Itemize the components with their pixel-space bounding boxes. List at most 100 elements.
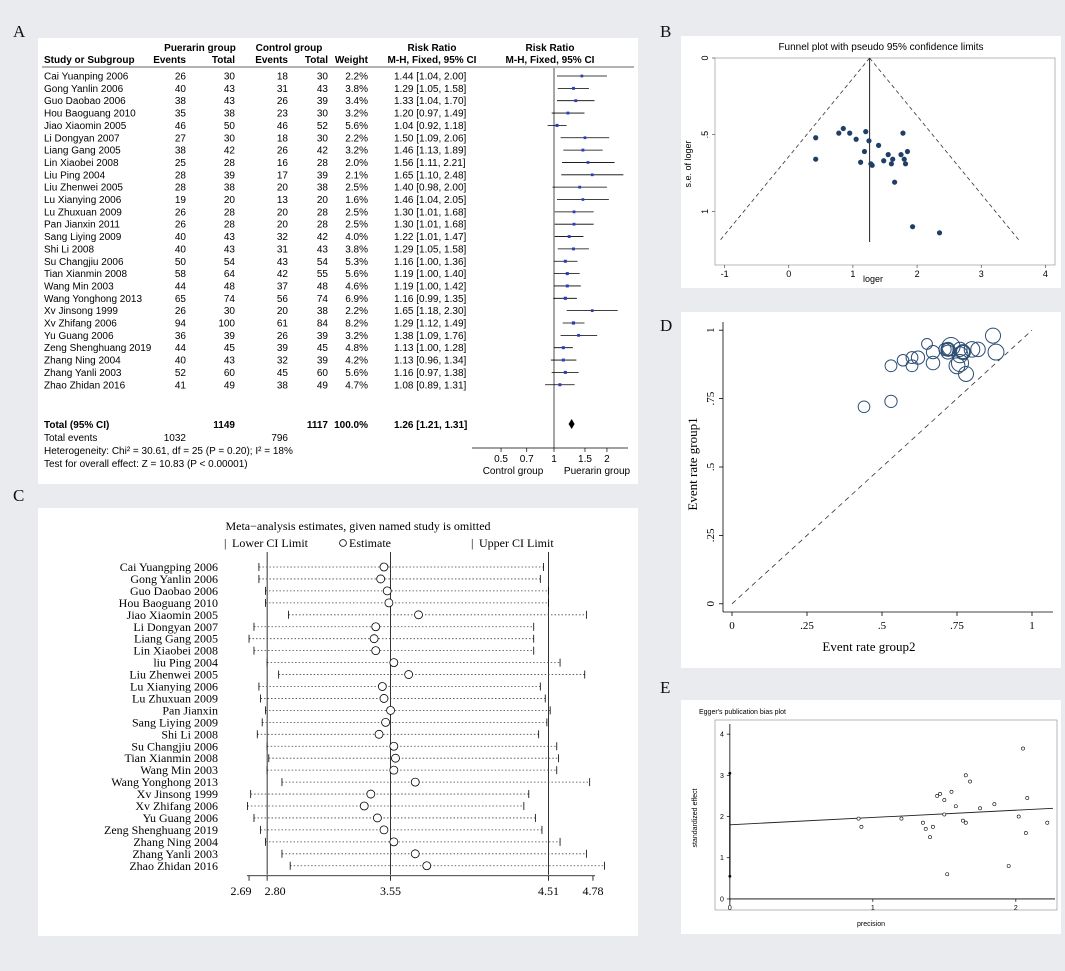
total-2: 28 [317, 158, 329, 169]
sensitivity-study-name: Zeng Shenghuang 2019 [104, 823, 218, 837]
funnel-point [861, 148, 868, 155]
labbe-point [984, 327, 1002, 344]
events-2: 32 [277, 356, 289, 367]
forest-headers: Puerarin group Control group Risk Ratio … [44, 43, 595, 66]
risk-ratio-ci: 1.33 [1.04, 1.70] [394, 96, 467, 107]
weight: 4.6% [345, 281, 368, 292]
events-1: 26 [175, 207, 187, 218]
total-2: 52 [317, 121, 329, 132]
forest-row: Li Dongyan 2007 27 30 18 30 2.2% 1.50 [1.09, 2… [44, 133, 610, 144]
axis-right-label: Puerarin group [564, 466, 631, 477]
events-2: 37 [277, 281, 289, 292]
total-2: 39 [317, 96, 329, 107]
study-name: Cai Yuanping 2006 [44, 72, 129, 83]
total-1: 39 [224, 331, 236, 342]
egger-point [942, 798, 947, 802]
sensitivity-svg: Meta−analysis estimates, given named stu… [104, 519, 605, 898]
sensitivity-row: Zeng Shenghuang 2019 [104, 823, 543, 837]
egger-y-tick-label: 4 [720, 732, 724, 739]
labbe-ylabel: Event rate group1 [685, 417, 700, 510]
sensitivity-study-name: Guo Daobao 2006 [130, 584, 218, 598]
sensitivity-row: Xv Zhifang 2006 [135, 799, 525, 813]
events-1: 36 [175, 331, 187, 342]
funnel-y-tick-label: 1 [700, 209, 710, 214]
events-1: 52 [175, 368, 187, 379]
sensitivity-estimate [389, 741, 399, 751]
events-1: 26 [175, 220, 187, 231]
panel-e-egger-plot: Egger's publication bias plot 0 1 2 0 1 2 3 4 p… [681, 700, 1061, 934]
total-2: 48 [317, 281, 329, 292]
weight: 8.2% [345, 319, 368, 330]
weight: 2.2% [345, 133, 368, 144]
events-1: 26 [175, 306, 187, 317]
funnel-y-tick-label: .5 [700, 131, 710, 139]
point-estimate [561, 346, 565, 350]
funnel-point [881, 158, 887, 164]
total-2: 42 [317, 232, 329, 243]
sensitivity-estimate [391, 753, 400, 763]
total-ci: 1.26 [1.21, 1.31] [394, 420, 467, 431]
total-2: 55 [317, 269, 329, 280]
events-2: 26 [277, 96, 289, 107]
labbe-point [940, 344, 956, 360]
point-estimate [561, 358, 565, 362]
sensitivity-row: Liu Zhenwei 2005 [129, 668, 586, 682]
labbe-point [941, 337, 961, 357]
labbe-point [940, 341, 956, 357]
funnel-x-tick-label: 1 [850, 269, 855, 279]
sensitivity-row: Wang Yonghong 2013 [111, 775, 591, 789]
events-2: 39 [277, 343, 289, 354]
total-1: 28 [224, 207, 236, 218]
sensitivity-estimate [379, 825, 389, 835]
events-1: 46 [175, 121, 187, 132]
forest-row: Liu Zhenwei 2005 28 38 20 38 2.5% 1.40 [0.98, … [44, 183, 607, 194]
egger-y-tick-label: 1 [720, 855, 724, 862]
study-name: Zhao Zhidan 2016 [44, 380, 126, 391]
total-1: 28 [224, 220, 236, 231]
labbe-point [970, 341, 986, 358]
events-1: 40 [175, 84, 187, 95]
total-1: 43 [224, 84, 236, 95]
events-2: 23 [277, 109, 289, 120]
events-2: 43 [277, 257, 289, 268]
study-name: Tian Xianmin 2008 [44, 269, 127, 280]
total-2: 39 [317, 356, 329, 367]
total-1: 42 [224, 146, 236, 157]
weight: 2.1% [345, 170, 368, 181]
egger-point [1023, 831, 1028, 835]
total-2: 74 [317, 294, 329, 305]
egger-y-tick-label: 3 [720, 773, 724, 780]
risk-ratio-ci: 1.46 [1.13, 1.89] [394, 146, 467, 157]
total-1: 48 [224, 281, 236, 292]
sensitivity-study-name: Wang Yonghong 2013 [111, 775, 218, 789]
panel-letter-c: C [13, 486, 25, 505]
total-1: 45 [224, 343, 236, 354]
total-1: 43 [224, 232, 236, 243]
sensitivity-row: Gong Yanlin 2006 [130, 572, 541, 586]
risk-ratio-ci: 1.19 [1.00, 1.42] [394, 281, 467, 292]
sensitivity-x-tick-label: 2.69 [231, 884, 252, 898]
sensitivity-row: Lu Xianying 2006 [130, 680, 541, 694]
sensitivity-study-name: Jiao Xiaomin 2005 [127, 608, 218, 622]
labbe-point [921, 337, 933, 350]
labbe-point [925, 344, 941, 360]
funnel-point [853, 136, 859, 142]
events-2: 18 [277, 133, 289, 144]
total-1: 28 [224, 158, 236, 169]
forest-row: Gong Yanlin 2006 40 43 31 43 3.8% 1.29 [1.05, … [44, 84, 589, 95]
sensitivity-study-name: Zhang Yanli 2003 [132, 847, 218, 861]
total-label: Total (95% CI) [44, 420, 109, 431]
weight: 5.6% [345, 269, 368, 280]
legend-lower-marker: | [224, 536, 226, 550]
funnel-point [885, 152, 891, 158]
study-name: Lin Xiaobei 2008 [44, 158, 119, 169]
labbe-point [948, 357, 966, 375]
funnel-point [847, 130, 853, 136]
events-2: 17 [277, 170, 289, 181]
weight: 2.2% [345, 72, 368, 83]
risk-ratio-ci: 1.13 [0.96, 1.34] [394, 356, 467, 367]
events-1: 38 [175, 146, 187, 157]
weight: 4.7% [345, 380, 368, 391]
labbe-point [958, 365, 974, 382]
forest-row: Wang Yonghong 2013 65 74 56 74 6.9% 1.16 [0.99… [44, 294, 577, 305]
